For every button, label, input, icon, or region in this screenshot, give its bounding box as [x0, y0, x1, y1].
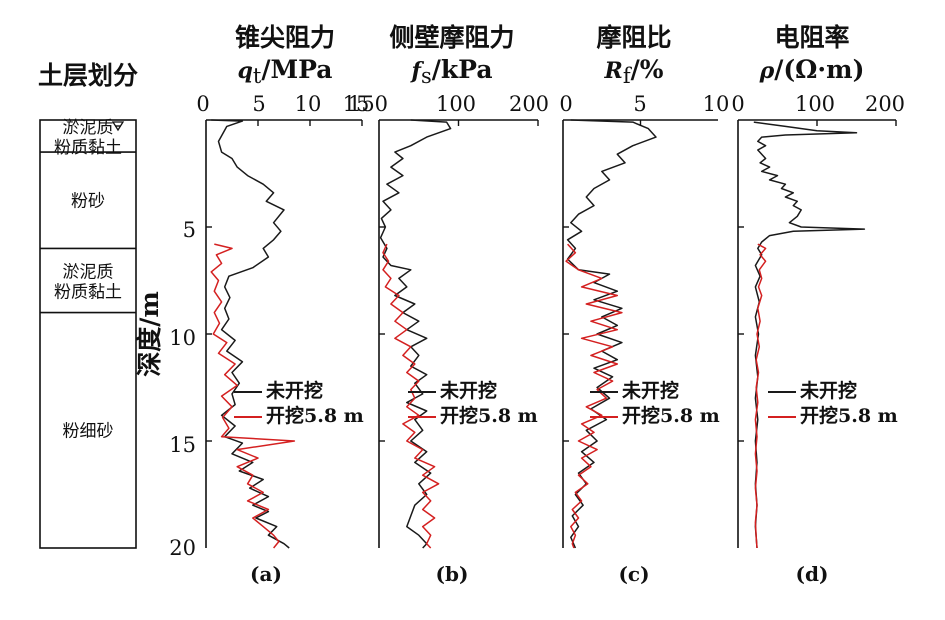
legend-d: 未开挖 开挖5.8 m [799, 379, 898, 427]
panel-c: 摩阻比 Rf/% 0 5 10 (c) [559, 23, 729, 586]
legend-a: 未开挖 开挖5.8 m [265, 379, 364, 427]
stratigraphy-frame [39, 119, 137, 549]
panel-b-xlabel-unit: /kPa [432, 55, 493, 84]
legends: 未开挖 开挖5.8 m 未开挖 开挖5.8 m 未开挖 开挖5.8 m 未开挖 … [265, 379, 898, 427]
panel-d: 电阻率 ρ/(Ω·m) 0 100 200 (d) [731, 23, 905, 586]
panel-a-label: (a) [250, 562, 282, 586]
legend-d-after: 开挖5.8 m [800, 404, 898, 427]
legend-b: 未开挖 开挖5.8 m [439, 379, 538, 427]
panel-b-xlabel: fs/kPa [409, 55, 492, 88]
panel-b-xlabel-sub: s [421, 64, 432, 88]
panel-a-series-before [211, 119, 290, 549]
panel-a-xtick-15: 15 [343, 92, 370, 116]
panel-c-xlabel-symbol: R [604, 58, 623, 84]
panel-d-xlabel: ρ/(Ω·m) [759, 55, 865, 84]
panel-d-xlabel-symbol: ρ [759, 58, 775, 84]
panel-a-series-after [210, 243, 296, 549]
panel-a-ytick-20: 20 [169, 536, 196, 560]
panel-d-xlabel-unit: /(Ω·m) [774, 55, 864, 84]
panel-d-series-before [753, 121, 866, 549]
stratigraphy-heading: 土层划分 [38, 61, 138, 90]
panel-d-xtick-0: 0 [731, 92, 744, 116]
panel-b: 侧壁摩阻力 fs/kPa 150 100 200 (b) [348, 23, 549, 586]
panel-c-xlabel: Rf/% [604, 55, 664, 88]
panel-b-xtick-100: 100 [436, 92, 476, 116]
panel-a-ytick-5: 5 [183, 218, 196, 242]
panel-c-label: (c) [618, 562, 649, 586]
panel-a: 锥尖阻力 qt/MPa 0 5 10 15 5 10 15 20 (a) [169, 23, 369, 586]
panel-a-xtick-0: 0 [196, 92, 209, 116]
layer-name-line1: 淤泥质 [63, 118, 114, 138]
legend-d-before: 未开挖 [799, 379, 857, 402]
panel-a-xlabel-sub: t [253, 64, 262, 88]
panel-a-series [210, 119, 296, 549]
panel-a-ytick-15: 15 [169, 433, 196, 457]
panel-a-xtick-5: 5 [252, 92, 265, 116]
panel-c-xtick-10: 10 [703, 92, 730, 116]
panel-a-xtick-10: 10 [295, 92, 322, 116]
layer-name: 粉细砂 [63, 421, 114, 441]
panel-b-series-before [379, 119, 452, 549]
y-axis-label: 深度/m [135, 291, 164, 377]
panel-a-ytick-10: 10 [169, 326, 196, 350]
panel-a-title: 锥尖阻力 [235, 23, 335, 52]
layer-name-line2: 粉质黏土 [54, 283, 122, 303]
panel-c-series-after [565, 243, 623, 549]
legend-c: 未开挖 开挖5.8 m [621, 379, 720, 427]
legend-a-before: 未开挖 [265, 379, 323, 402]
panel-d-series-after [754, 243, 767, 549]
legend-b-before: 未开挖 [439, 379, 497, 402]
panel-c-xtick-5: 5 [633, 92, 646, 116]
panel-c-series [565, 119, 657, 549]
legend-c-after: 开挖5.8 m [622, 404, 720, 427]
panel-a-xlabel-unit: /MPa [261, 55, 332, 84]
panel-b-xtick-150: 150 [348, 92, 388, 116]
legend-c-before: 未开挖 [621, 379, 679, 402]
panel-d-title: 电阻率 [774, 23, 849, 52]
layer-name: 粉砂 [71, 191, 105, 211]
panel-d-xtick-100: 100 [795, 92, 835, 116]
panel-c-series-before [566, 119, 657, 549]
panel-d-label: (d) [796, 562, 829, 586]
panel-c-xlabel-unit: /% [631, 55, 664, 84]
panel-d-series [753, 121, 866, 549]
panel-b-series [379, 119, 452, 549]
panel-b-xlabel-symbol: f [409, 58, 424, 84]
legend-a-after: 开挖5.8 m [266, 404, 364, 427]
panel-b-label: (b) [436, 562, 469, 586]
panel-c-title: 摩阻比 [596, 23, 671, 52]
panel-b-series-after [382, 243, 440, 549]
panel-d-xtick-200: 200 [865, 92, 905, 116]
panel-c-xlabel-sub: f [623, 64, 633, 88]
layer-name-line2: 粉质黏土 [54, 138, 122, 158]
panel-b-title: 侧壁摩阻力 [389, 23, 514, 52]
panel-c-xtick-0: 0 [559, 92, 572, 116]
layer-name-line1: 淤泥质 [63, 263, 114, 283]
panel-a-xlabel-symbol: q [238, 58, 253, 84]
legend-b-after: 开挖5.8 m [440, 404, 538, 427]
panel-a-xlabel: qt/MPa [238, 55, 333, 88]
panel-b-xtick-200: 200 [509, 92, 549, 116]
